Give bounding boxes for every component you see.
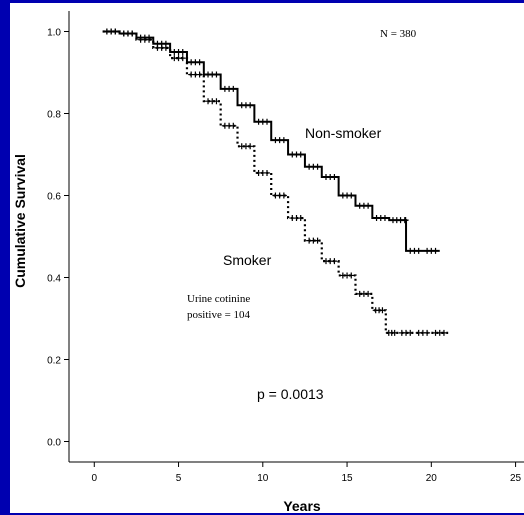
x-tick-label: 20: [426, 473, 438, 484]
smoker-censor-mark: [440, 329, 447, 336]
smoker-censor-mark: [179, 55, 186, 62]
axis-ticks: 0 5 10 15 20 25 0.0 0.2 0.4 0.6 0.8 1.0: [47, 28, 521, 485]
y-tick-label: 0.8: [47, 110, 61, 121]
x-axis-title: Years: [283, 498, 321, 513]
y-tick-label: 0.4: [47, 274, 61, 285]
x-tick-label: 10: [257, 473, 269, 484]
non-smoker-censor-mark: [432, 247, 439, 254]
n-total-annotation: N = 380: [380, 28, 417, 40]
smoker-censor-mark: [391, 329, 398, 336]
smoker-censor-mark: [129, 30, 136, 37]
x-tick-label: 15: [341, 473, 353, 484]
y-axis-title: Cumulative Survival: [12, 154, 28, 288]
survival-chart: 0 5 10 15 20 25 0.0 0.2 0.4 0.6 0.8 1.0 Cumulative …: [12, 11, 524, 513]
cotinine-annotation-line2: positive = 104: [187, 309, 251, 321]
non-smoker-censor-mark: [264, 118, 271, 125]
non-smoker-censor-mark: [415, 247, 422, 254]
smoker-censor-mark: [162, 44, 169, 51]
non-smoker-censor-mark: [331, 174, 338, 181]
y-tick-label: 0.6: [47, 192, 61, 203]
non-smoker-censor-mark: [381, 215, 388, 222]
smoker-censor-mark: [379, 307, 386, 314]
non-smoker-censor-mark: [297, 151, 304, 158]
smoker-censor-mark: [280, 192, 287, 199]
chart-axes: [68, 11, 524, 463]
smoker-censor-mark: [213, 98, 220, 105]
smoker-censor-mark: [424, 329, 431, 336]
non-smoker-censor-mark: [247, 102, 254, 109]
non-smoker-censor-mark: [196, 59, 203, 66]
non-smoker-censor-mark: [314, 163, 321, 170]
non-smoker-censor-mark: [348, 192, 355, 199]
smoker-censor-mark: [314, 237, 321, 244]
non-smoker-censor-mark: [280, 137, 287, 144]
non-smoker-survival-line: [102, 30, 440, 252]
smoker-censor-mark: [146, 36, 153, 43]
smoker-censor-mark: [196, 71, 203, 78]
smoker-label: Smoker: [223, 252, 272, 268]
non-smoker-censor-mark: [402, 217, 409, 224]
chart-panel: 0 5 10 15 20 25 0.0 0.2 0.4 0.6 0.8 1.0 Cumulative …: [10, 3, 524, 513]
series-lines: [102, 30, 449, 334]
smoker-censor-mark: [230, 122, 237, 129]
smoker-survival-line: [102, 30, 449, 334]
smoker-censor-mark: [297, 215, 304, 222]
x-tick-label: 25: [510, 473, 522, 484]
smoker-censor-mark: [348, 272, 355, 279]
non-smoker-censor-mark: [365, 202, 372, 209]
cotinine-annotation-line1: Urine cotinine: [187, 293, 250, 305]
y-tick-label: 1.0: [47, 28, 61, 39]
smoker-censor-mark: [264, 169, 271, 176]
smoker-censor-mark: [365, 290, 372, 297]
non-smoker-label: Non-smoker: [305, 125, 382, 141]
smoker-censor-mark: [331, 258, 338, 265]
non-smoker-censor-mark: [230, 85, 237, 92]
smoker-censor-mark: [112, 28, 119, 35]
smoker-censor-mark: [407, 329, 414, 336]
censor-marks: [103, 28, 447, 336]
y-tick-label: 0.0: [47, 438, 61, 449]
x-tick-label: 0: [91, 473, 97, 484]
non-smoker-censor-mark: [213, 71, 220, 78]
p-value-annotation: p = 0.0013: [257, 386, 324, 402]
non-smoker-censor-mark: [179, 49, 186, 55]
y-tick-label: 0.2: [47, 356, 61, 367]
x-tick-label: 5: [176, 473, 182, 484]
smoker-censor-mark: [247, 143, 254, 150]
